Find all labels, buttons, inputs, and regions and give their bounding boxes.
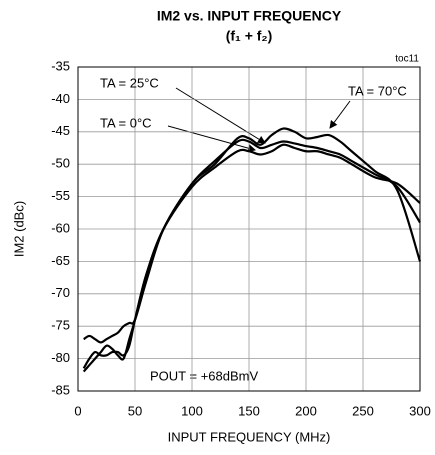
series-line: [82, 143, 421, 373]
legend-label: TA = 0°C: [100, 115, 152, 130]
series-line: [82, 138, 421, 369]
x-tick-label: 300: [409, 403, 431, 418]
y-tick-label: -65: [51, 253, 70, 268]
legend-label: TA = 70°C: [348, 83, 407, 98]
chart-title: IM2 vs. INPUT FREQUENCY: [157, 8, 342, 24]
chart-id: toc11: [395, 54, 419, 65]
x-tick-label: 100: [181, 403, 203, 418]
y-tick-label: -75: [51, 318, 70, 333]
leader-arrow: [329, 100, 351, 129]
x-tick-label: 200: [295, 403, 317, 418]
condition-note: POUT = +68dBmV: [150, 368, 258, 383]
y-axis-label: IM2 (dBc): [11, 201, 26, 257]
y-tick-label: -35: [51, 58, 70, 73]
x-axis-label: INPUT FREQUENCY (MHz): [168, 429, 331, 444]
leader-arrow: [175, 87, 266, 144]
legend-label: TA = 25°C: [100, 75, 159, 90]
x-tick-label: 0: [74, 403, 81, 418]
y-tick-label: -60: [51, 220, 70, 235]
plot-frame: [77, 66, 421, 392]
chart-subtitle: (f₁ + f₂): [226, 28, 273, 44]
y-tick-label: -45: [51, 123, 70, 138]
y-tick-label: -85: [51, 382, 70, 397]
y-tick-label: -50: [51, 156, 70, 171]
y-tick-label: -70: [51, 285, 70, 300]
y-tick-label: -55: [51, 188, 70, 203]
y-tick-label: -80: [51, 350, 70, 365]
leader-arrow: [167, 125, 256, 152]
y-tick-label: -40: [51, 91, 70, 106]
series-line: [83, 127, 422, 344]
x-tick-label: 150: [238, 403, 260, 418]
x-tick-label: 250: [352, 403, 374, 418]
x-tick-label: 50: [128, 403, 142, 418]
